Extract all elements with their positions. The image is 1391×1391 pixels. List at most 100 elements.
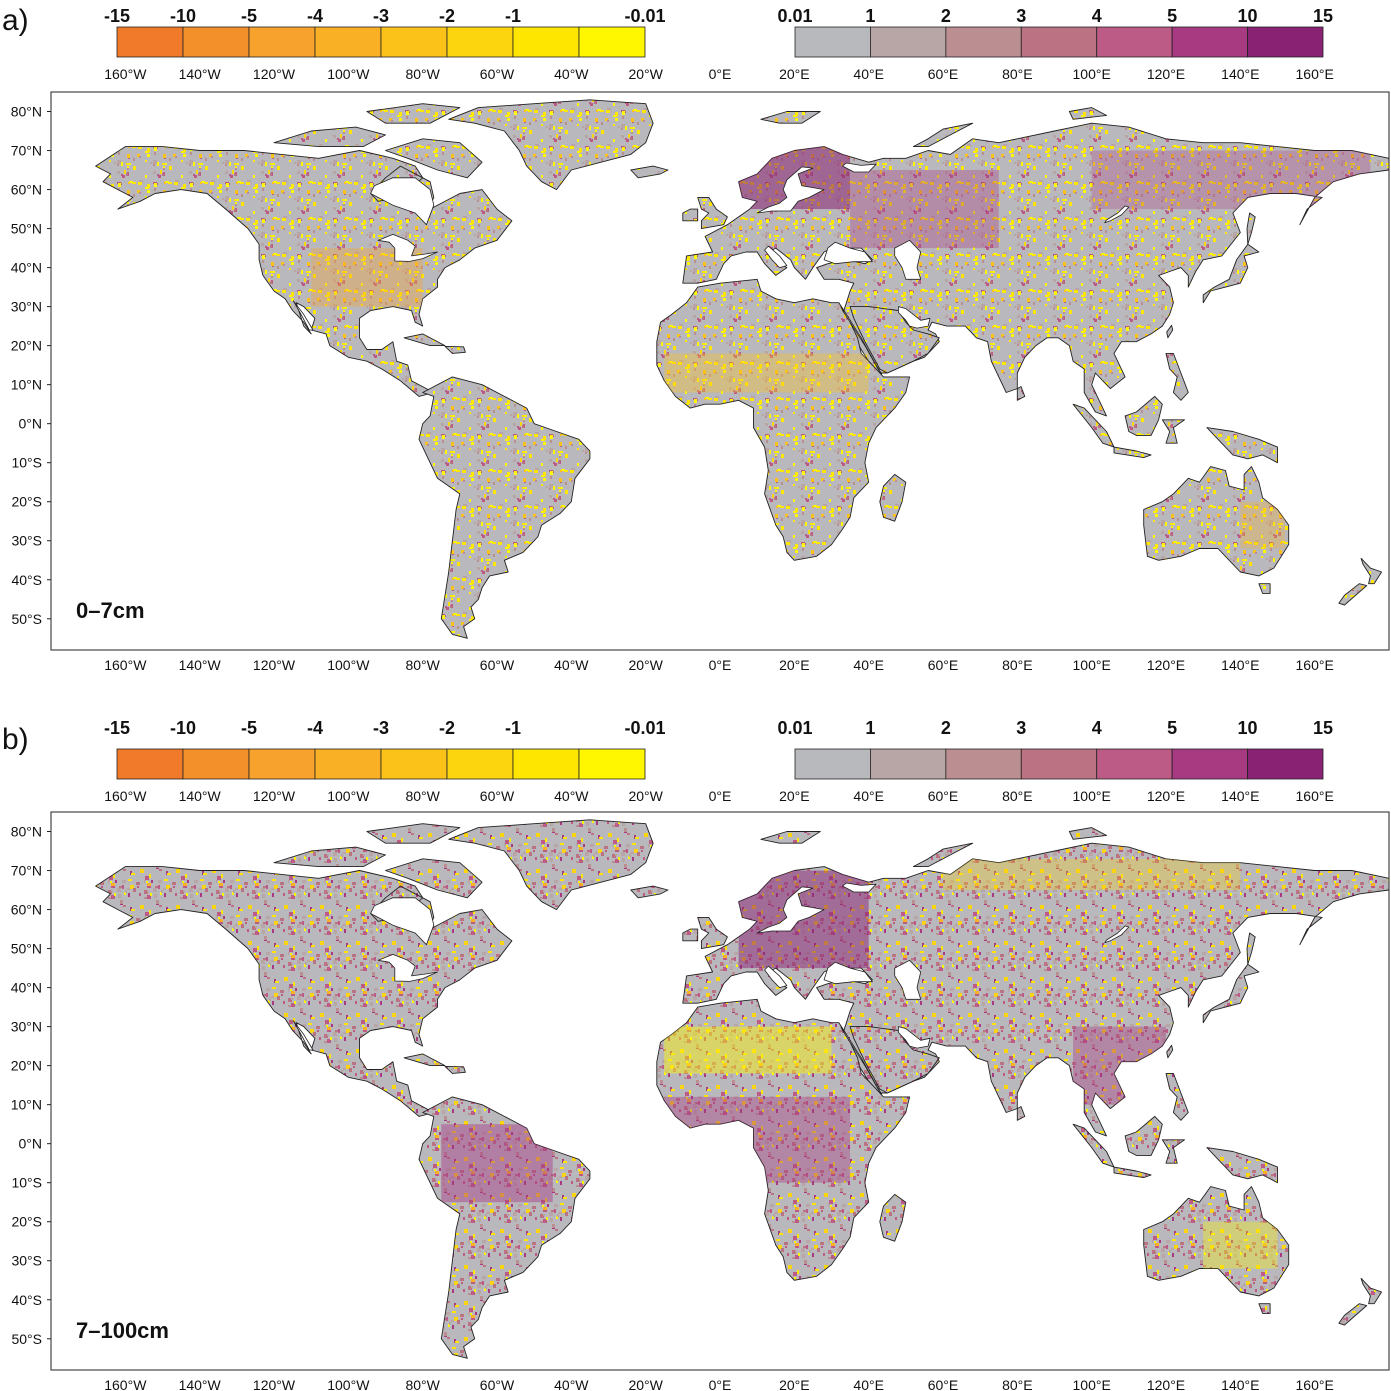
legend-break-label: -2	[439, 6, 455, 26]
landmass	[879, 1193, 907, 1242]
legend-break-label: 3	[1016, 6, 1026, 26]
legend-break-label: -0.01	[624, 718, 665, 738]
legend-break-label: 10	[1238, 6, 1258, 26]
water-body	[823, 241, 873, 265]
landmass	[444, 345, 466, 354]
lon-tick-label: 120°E	[1147, 657, 1185, 673]
lon-tick-label: 60°W	[480, 657, 515, 673]
lon-tick-label: 0°E	[709, 1377, 732, 1391]
lon-tick-label: 40°W	[554, 788, 589, 804]
lon-tick-label: 60°W	[480, 1377, 515, 1391]
landmass	[1068, 107, 1107, 120]
lon-tick-label: 60°W	[480, 788, 515, 804]
landmass	[385, 138, 483, 179]
water-body	[840, 1026, 883, 1095]
landmass	[1161, 419, 1186, 444]
legend-break-label: 0.01	[777, 6, 812, 26]
lon-tick-label: 20°E	[779, 1377, 810, 1391]
water-body	[370, 177, 435, 226]
landmass	[1246, 212, 1256, 245]
landmass	[366, 823, 461, 844]
legend-break-label: -1	[505, 718, 521, 738]
water-body	[842, 162, 877, 173]
lon-tick-label: 160°W	[104, 657, 147, 673]
water-body	[292, 1020, 314, 1051]
lon-tick-label: 20°W	[628, 1377, 663, 1391]
depth-label: 0–7cm	[76, 598, 145, 623]
landmass	[656, 998, 911, 1281]
lon-tick-label: 120°E	[1147, 1377, 1185, 1391]
landmass	[1338, 583, 1368, 606]
landmass	[1016, 386, 1026, 401]
legend-break-label: -3	[373, 718, 389, 738]
lon-tick-label: 20°W	[628, 788, 663, 804]
landmass	[1206, 1147, 1278, 1184]
landmass	[682, 208, 699, 222]
legend-break-label: 2	[941, 6, 951, 26]
lon-tick-label: 40°W	[554, 66, 589, 82]
lat-axis: 80°N 70°N 60°N 50°N 40°N 30°N 20°N 10°N 0°N 10°S 2…	[11, 824, 51, 1347]
lon-tick-label: 20°E	[779, 788, 810, 804]
lat-tick-label: 30°N	[11, 1019, 42, 1035]
water-body	[764, 965, 788, 988]
lat-tick-label: 50°N	[11, 221, 42, 237]
legend-break-label: -3	[373, 6, 389, 26]
lon-tick-label: 100°W	[327, 1377, 370, 1391]
legend-break-label: -15	[104, 6, 130, 26]
landmass	[879, 473, 907, 522]
land-layer	[95, 819, 1389, 1359]
landmass	[1143, 466, 1290, 577]
landmass	[1143, 1186, 1290, 1297]
landmass	[1113, 1166, 1152, 1179]
water-body	[842, 882, 877, 893]
colorbar-swatch	[446, 748, 514, 780]
legend-break-label: -2	[439, 718, 455, 738]
lat-tick-label: 30°N	[11, 299, 42, 315]
lat-tick-label: 50°S	[11, 611, 42, 627]
legend-break-label: -15	[104, 718, 130, 738]
lat-tick-label: 50°S	[11, 1331, 42, 1347]
lon-tick-label: 160°E	[1296, 66, 1334, 82]
legend-break-label: 1	[865, 6, 875, 26]
landmass	[1016, 1106, 1026, 1121]
panel-b: b) -15 -10 -5 -4 -3 -2 -1 -0.01 0.01 1 2 3 4 5 10 15 16…	[2, 718, 1390, 1391]
legend-break-label: 0.01	[777, 718, 812, 738]
lon-tick-label: 140°E	[1221, 657, 1259, 673]
landmass	[403, 333, 446, 347]
water-body	[377, 954, 438, 982]
lon-tick-label: 160°W	[104, 1377, 147, 1391]
lon-tick-label: 100°E	[1073, 788, 1111, 804]
depth-label: 7–100cm	[76, 1318, 169, 1343]
landmass	[1166, 1044, 1174, 1059]
legend-break-label: -4	[307, 6, 323, 26]
water-body	[764, 245, 788, 268]
lon-tick-label: 100°E	[1073, 1377, 1111, 1391]
landmass	[448, 819, 654, 911]
lon-axis: 160°W 140°W 120°W 100°W 80°W 60°W 40°W 20°W 0°E 2…	[104, 1377, 1334, 1391]
lat-tick-label: 70°N	[11, 863, 42, 879]
lon-tick-label: 60°E	[928, 788, 959, 804]
landmass	[912, 122, 974, 148]
lon-tick-label: 40°E	[853, 1377, 884, 1391]
lon-tick-label: 100°E	[1073, 657, 1111, 673]
lon-tick-label: 40°E	[853, 788, 884, 804]
lon-tick-label: 140°E	[1221, 66, 1259, 82]
hotspot-region	[664, 353, 869, 393]
water-body	[756, 886, 825, 934]
legend-break-label: -4	[307, 718, 323, 738]
landmass	[1202, 243, 1260, 304]
water-body	[898, 306, 931, 329]
landmass	[760, 111, 821, 124]
legend-lon-labels: 160°W 140°W 120°W 100°W 80°W 60°W 40°W 20°W 0°E 2…	[104, 66, 1334, 82]
lon-tick-label: 100°W	[327, 66, 370, 82]
colorbar-swatch	[116, 26, 184, 58]
lat-tick-label: 40°S	[11, 1292, 42, 1308]
legend-break-label: 3	[1016, 718, 1026, 738]
lat-tick-label: 60°N	[11, 902, 42, 918]
lat-tick-label: 80°N	[11, 104, 42, 120]
lat-tick-label: 80°N	[11, 824, 42, 840]
landmass	[1258, 583, 1271, 594]
legend-break-label: -5	[241, 718, 257, 738]
landmass	[697, 916, 728, 950]
lat-tick-label: 20°S	[11, 494, 42, 510]
